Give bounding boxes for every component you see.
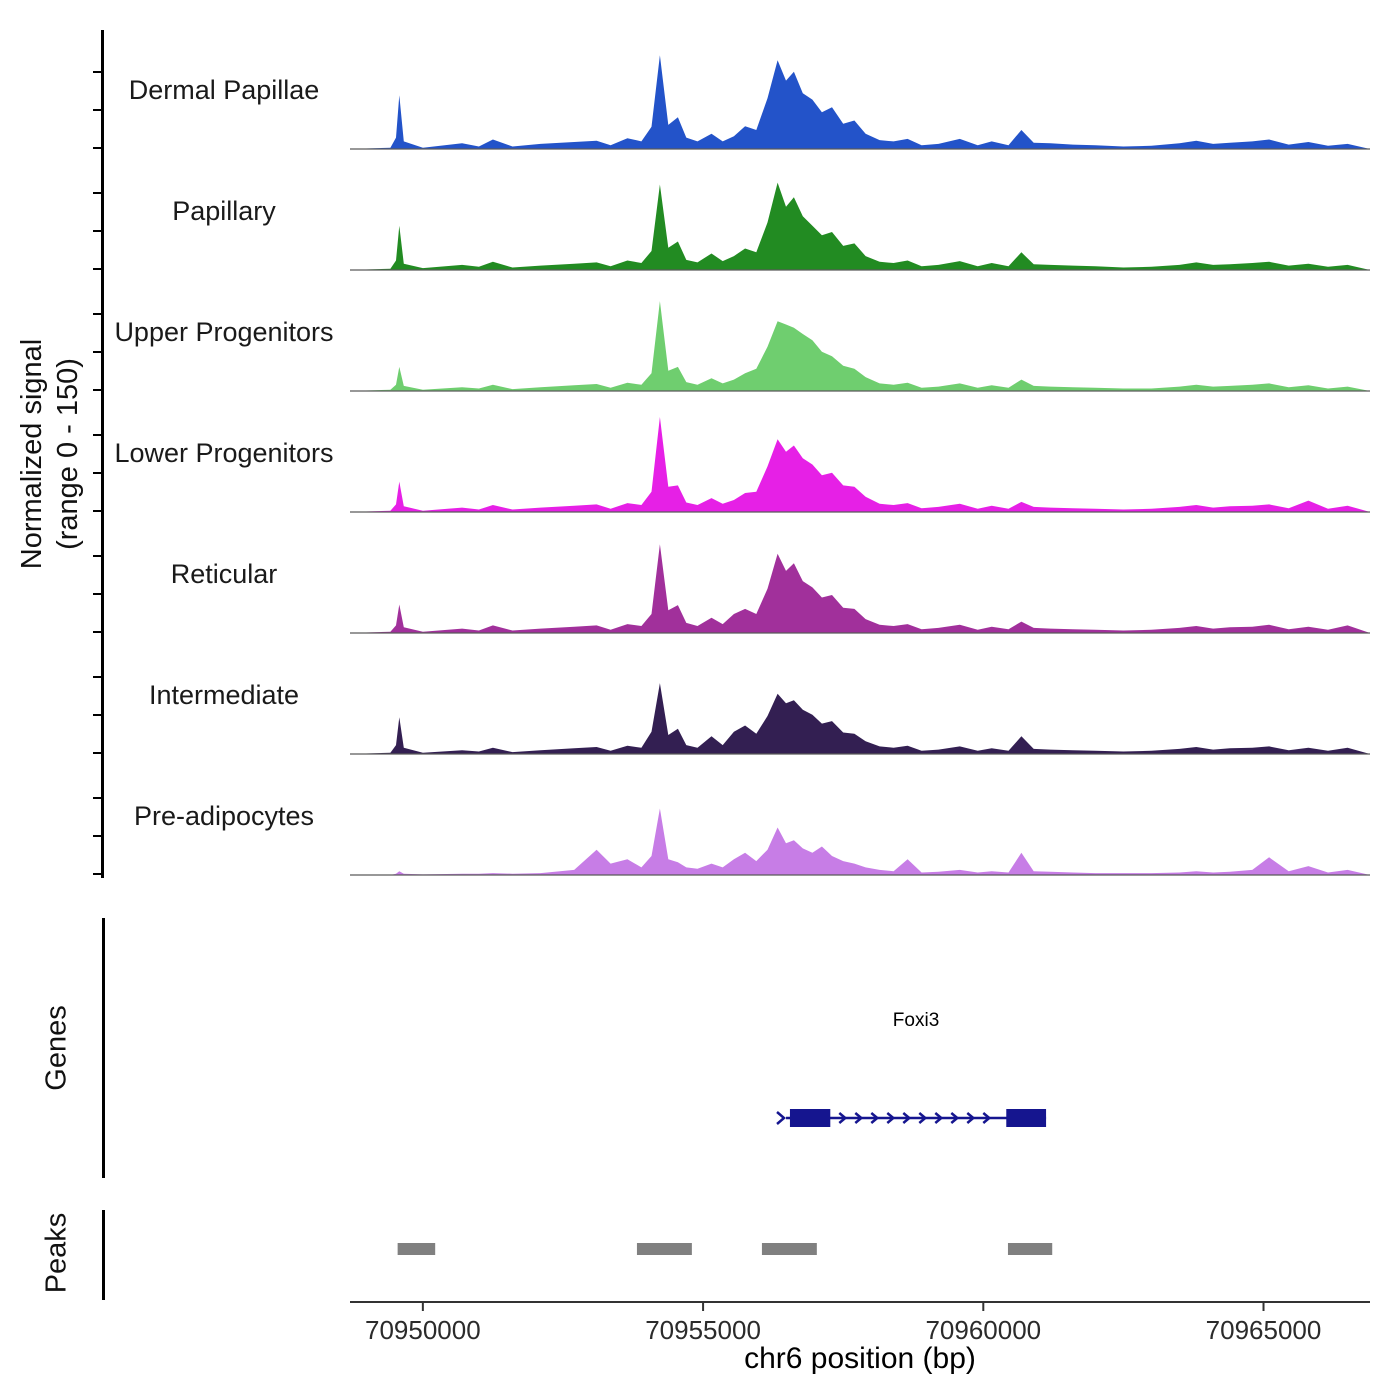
y-axis-ticks: [93, 30, 104, 878]
signal-track-intermediate: [350, 683, 1370, 755]
track-label-upper-progenitors: Upper Progenitors: [114, 317, 334, 347]
signal-track-papillary: [350, 182, 1370, 271]
track-row-lower-progenitors: Lower Progenitors: [0, 393, 1400, 514]
track-row-papillary: Papillary: [0, 151, 1400, 272]
track-label-reticular: Reticular: [170, 559, 278, 589]
x-axis-title: chr6 position (bp): [744, 1342, 976, 1375]
peaks-axis-line: [102, 1210, 105, 1300]
track-label-intermediate: Intermediate: [148, 680, 300, 710]
svg-text:70955000: 70955000: [645, 1315, 761, 1345]
track-row-reticular: Reticular: [0, 514, 1400, 635]
gene-plot: [776, 1109, 1047, 1127]
track-label-dermal-papillae: Dermal Papillae: [128, 75, 320, 105]
peaks-section-label: Peaks: [40, 1212, 73, 1294]
track-label-lower-progenitors: Lower Progenitors: [114, 438, 334, 468]
svg-text:70960000: 70960000: [925, 1315, 1041, 1345]
x-axis: 70950000 70955000 70960000 70965000: [350, 1301, 1370, 1345]
genes-section-label: Genes: [40, 1005, 73, 1091]
signal-track-dermal-papillae: [350, 55, 1370, 150]
signal-track-upper-progenitors: [350, 301, 1370, 392]
track-row-dermal-papillae: Dermal Papillae: [0, 30, 1400, 151]
signal-track-pre-adipocytes: [350, 808, 1370, 876]
track-label-papillary: Papillary: [172, 196, 276, 226]
gene-name-label: Foxi3: [892, 1010, 940, 1031]
signal-track-lower-progenitors: [350, 417, 1370, 513]
track-row-intermediate: Intermediate: [0, 635, 1400, 756]
svg-text:70965000: 70965000: [1206, 1315, 1322, 1345]
genes-axis-line: [102, 918, 105, 1178]
track-row-pre-adipocytes: Pre-adipocytes: [0, 756, 1400, 877]
signal-track-reticular: [350, 544, 1370, 634]
track-label-pre-adipocytes: Pre-adipocytes: [133, 801, 315, 831]
peaks-plot: [397, 1243, 1053, 1255]
svg-text:70950000: 70950000: [365, 1315, 481, 1345]
track-row-upper-progenitors: Upper Progenitors: [0, 272, 1400, 393]
